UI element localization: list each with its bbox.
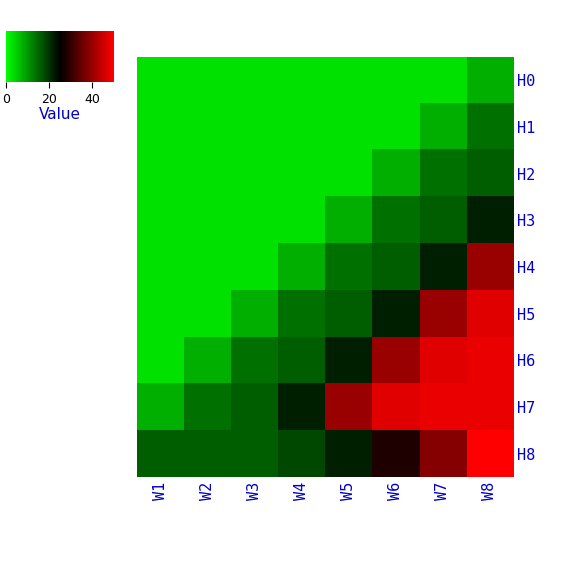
X-axis label: Value: Value xyxy=(39,107,81,122)
